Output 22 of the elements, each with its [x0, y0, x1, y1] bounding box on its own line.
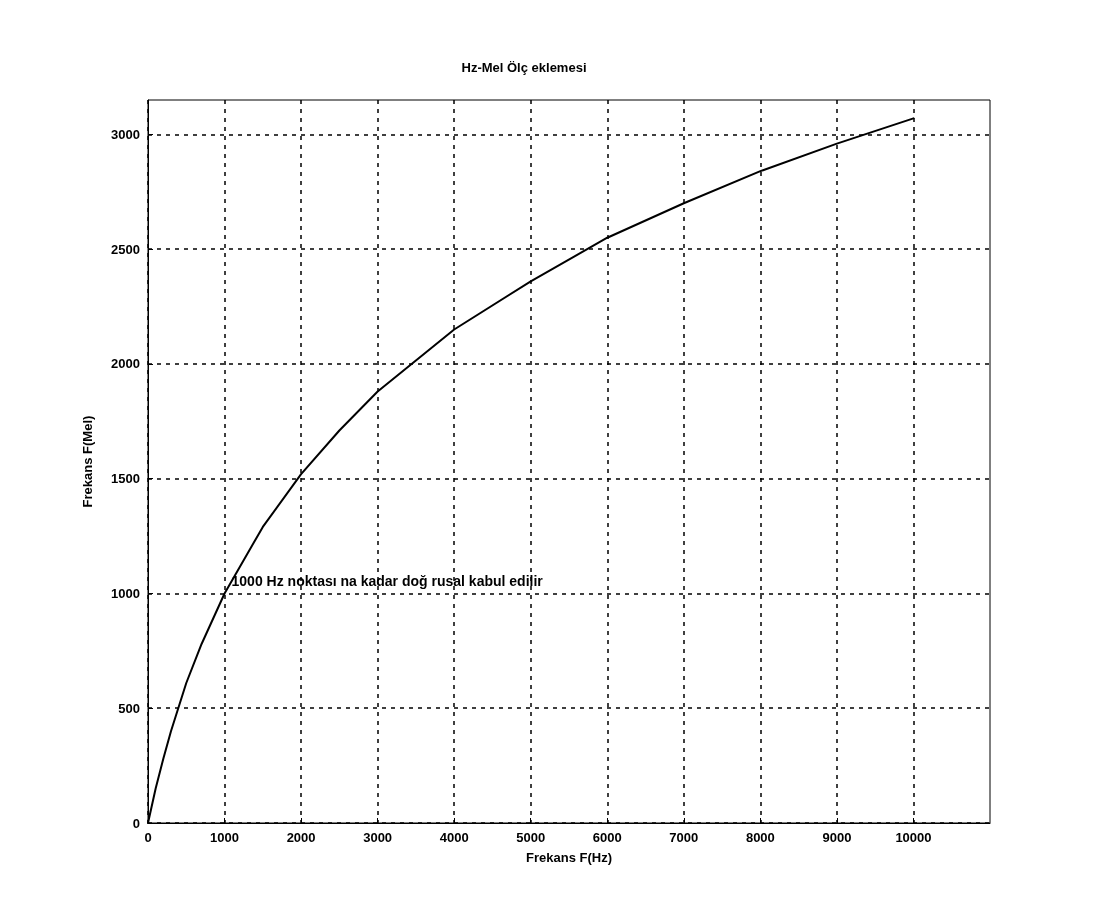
x-tick-label: 9000 [822, 830, 852, 845]
x-tick-label: 7000 [669, 830, 699, 845]
y-tick-label: 2000 [111, 356, 140, 372]
y-axis-title: Frekans F(Mel) [80, 415, 95, 508]
x-tick-label: 2000 [286, 830, 316, 845]
y-tick-label: 500 [118, 700, 140, 716]
y-tick-label: 1000 [111, 585, 140, 601]
y-tick-label: 3000 [111, 126, 140, 142]
chart-title: Hz-Mel Ölç eklemesi [461, 60, 587, 75]
x-tick-label: 4000 [439, 830, 469, 845]
x-tick-label: 5000 [516, 830, 546, 845]
y-tick-label: 0 [132, 815, 140, 831]
y-tick-label: 2500 [111, 241, 140, 257]
x-tick-label: 3000 [363, 830, 393, 845]
x-tick-label: 8000 [745, 830, 775, 845]
x-tick-label: 1000 [210, 830, 240, 845]
x-tick-label: 0 [144, 830, 152, 845]
x-tick-label: 10000 [895, 830, 932, 845]
annotation: 1000 Hz noktası na kadar doğ rusal kabul edilir [231, 573, 544, 590]
x-tick-label: 6000 [592, 830, 622, 845]
y-tick-label: 1500 [111, 471, 140, 487]
x-axis-title: Frekans F(Hz) [526, 850, 612, 865]
